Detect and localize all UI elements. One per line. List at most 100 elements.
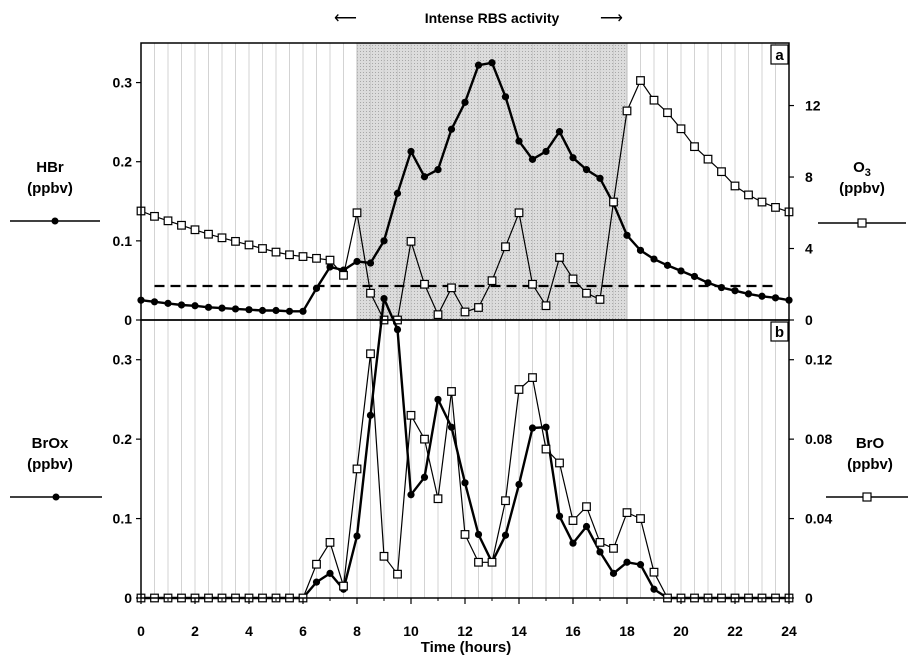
o3-point (676, 124, 686, 134)
brox-point (353, 532, 361, 540)
o3-point (231, 236, 240, 246)
x-tick-label: 8 (353, 623, 361, 639)
brox-point (623, 558, 631, 566)
hbr-point (191, 302, 199, 310)
hbr-point (650, 255, 658, 263)
o3-point (163, 216, 173, 226)
right-tick-label: 0 (805, 590, 813, 606)
o3-point (744, 190, 753, 200)
bro-point (433, 494, 443, 504)
hbr-point (434, 166, 442, 174)
hbr-point (677, 267, 685, 275)
bro-point (609, 543, 618, 553)
bro-point (487, 557, 497, 567)
x-tick-label: 2 (191, 623, 199, 639)
bro-point (460, 530, 470, 539)
o3-point (757, 197, 767, 207)
o3-point (582, 288, 591, 298)
brox-point (650, 585, 658, 593)
rbs-right-arrow: ⟶ (600, 10, 623, 27)
hbr-point (258, 306, 267, 315)
o3-point (366, 288, 375, 298)
brox-point (420, 473, 429, 481)
right-tick-label: 0.08 (805, 431, 832, 447)
bro-point (325, 537, 335, 547)
legend-o3-marker (857, 218, 867, 228)
hbr-point (704, 279, 712, 287)
bro-point (528, 373, 537, 382)
left-tick-label: 0 (124, 590, 132, 606)
hbr-point (272, 306, 280, 315)
right-tick-label: 0.12 (805, 352, 832, 368)
legend-hbr-marker (51, 217, 59, 225)
o3-point (501, 242, 510, 252)
x-tick-label: 4 (245, 623, 253, 639)
legend-o3 (818, 218, 906, 228)
hbr-point (569, 154, 577, 162)
right-tick-label: 8 (805, 169, 813, 185)
brox-point (461, 479, 469, 487)
brox-point (434, 395, 442, 404)
o3-point (474, 303, 483, 312)
hbr-point (717, 283, 726, 292)
brox-point (528, 424, 537, 432)
hbr-axis-unit: (ppbv) (27, 180, 73, 197)
hbr-point (231, 305, 240, 313)
bro-point (420, 434, 429, 444)
brox-point (393, 325, 402, 334)
hbr-point (353, 257, 361, 266)
o3-point (541, 301, 551, 311)
o3-point (325, 255, 335, 265)
hbr-point (407, 147, 415, 156)
hbr-point (690, 272, 699, 281)
hbr-point (366, 259, 375, 267)
bro-point (555, 458, 564, 468)
x-axis-title: Time (hours) (421, 639, 512, 655)
bro-point (447, 387, 456, 396)
hbr-point (555, 128, 564, 136)
legend-bro (826, 492, 908, 502)
bro-point (501, 496, 510, 506)
brox-axis-title: BrOx (32, 435, 69, 452)
left-tick-label: 0.1 (113, 233, 133, 249)
o3-axis-title-sub: 3 (865, 167, 871, 179)
brox-point (407, 491, 415, 499)
o3-point (406, 236, 416, 246)
o3-point (514, 208, 524, 218)
x-tick-label: 12 (457, 623, 473, 639)
o3-point (244, 240, 254, 250)
rbs-header-text: Intense RBS activity (425, 10, 560, 26)
x-tick-label: 16 (565, 623, 581, 639)
bro-point (568, 516, 578, 525)
x-tick-label: 20 (673, 623, 689, 639)
hbr-point (731, 287, 739, 295)
right-tick-label: 12 (805, 98, 821, 114)
hbr-point (150, 298, 159, 306)
hbr-point (285, 307, 294, 315)
o3-point (636, 76, 645, 85)
o3-point (717, 167, 726, 177)
o3-point (690, 142, 699, 152)
right-tick-label: 4 (805, 241, 813, 257)
hbr-point (758, 292, 766, 300)
o3-point (312, 253, 321, 263)
o3-axis-unit: (ppbv) (839, 180, 885, 197)
brox-point (582, 522, 591, 531)
legend-bro-marker (862, 492, 872, 502)
hbr-point (488, 59, 496, 67)
x-tick-label: 18 (619, 623, 635, 639)
bro-point (541, 444, 551, 454)
hbr-point (623, 231, 631, 239)
hbr-point (164, 299, 172, 307)
o3-point (447, 283, 456, 293)
bro-point (406, 410, 416, 420)
left-tick-label: 0 (124, 312, 132, 328)
o3-point (528, 279, 537, 289)
o3-point (150, 211, 159, 221)
hbr-point (663, 261, 672, 269)
o3-point (663, 108, 672, 118)
brox-point (366, 411, 375, 419)
brox-point (555, 512, 564, 520)
o3-point (730, 181, 740, 191)
brox-point (447, 423, 456, 431)
